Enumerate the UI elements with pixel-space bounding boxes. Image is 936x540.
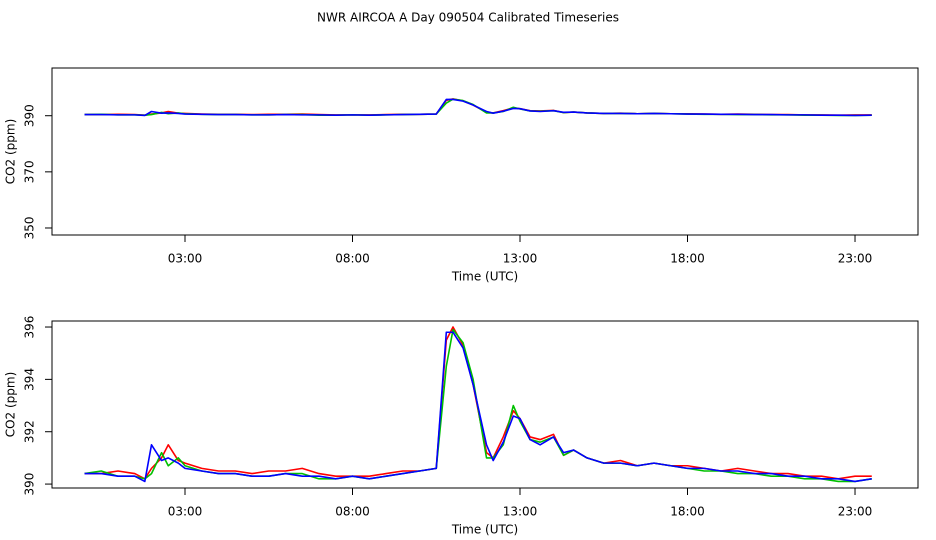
x-tick-label: 08:00 [335,252,370,266]
x-axis-label: Time (UTC) [451,523,518,537]
y-tick-label: 350 [23,217,37,240]
x-tick-label: 23:00 [838,505,873,519]
x-tick-label: 13:00 [503,505,538,519]
y-tick-label: 396 [23,316,37,339]
x-axis-label: Time (UTC) [451,270,518,284]
page-title: NWR AIRCOA A Day 090504 Calibrated Times… [317,11,619,25]
x-tick-label: 18:00 [670,252,705,266]
y-tick-label: 392 [23,420,37,443]
x-tick-label: 23:00 [838,252,873,266]
x-tick-label: 03:00 [168,252,203,266]
y-tick-label: 390 [23,104,37,127]
y-axis-label: CO2 (ppm) [4,119,18,185]
data-line [84,98,872,117]
y-axis-label: CO2 (ppm) [4,372,18,438]
x-tick-label: 08:00 [335,505,370,519]
x-tick-label: 18:00 [670,505,705,519]
x-tick-label: 03:00 [168,505,203,519]
data-line [84,331,872,483]
y-tick-label: 394 [23,368,37,391]
data-line [84,328,872,483]
y-tick-label: 390 [23,473,37,496]
x-tick-label: 13:00 [503,252,538,266]
y-tick-label: 370 [23,160,37,183]
